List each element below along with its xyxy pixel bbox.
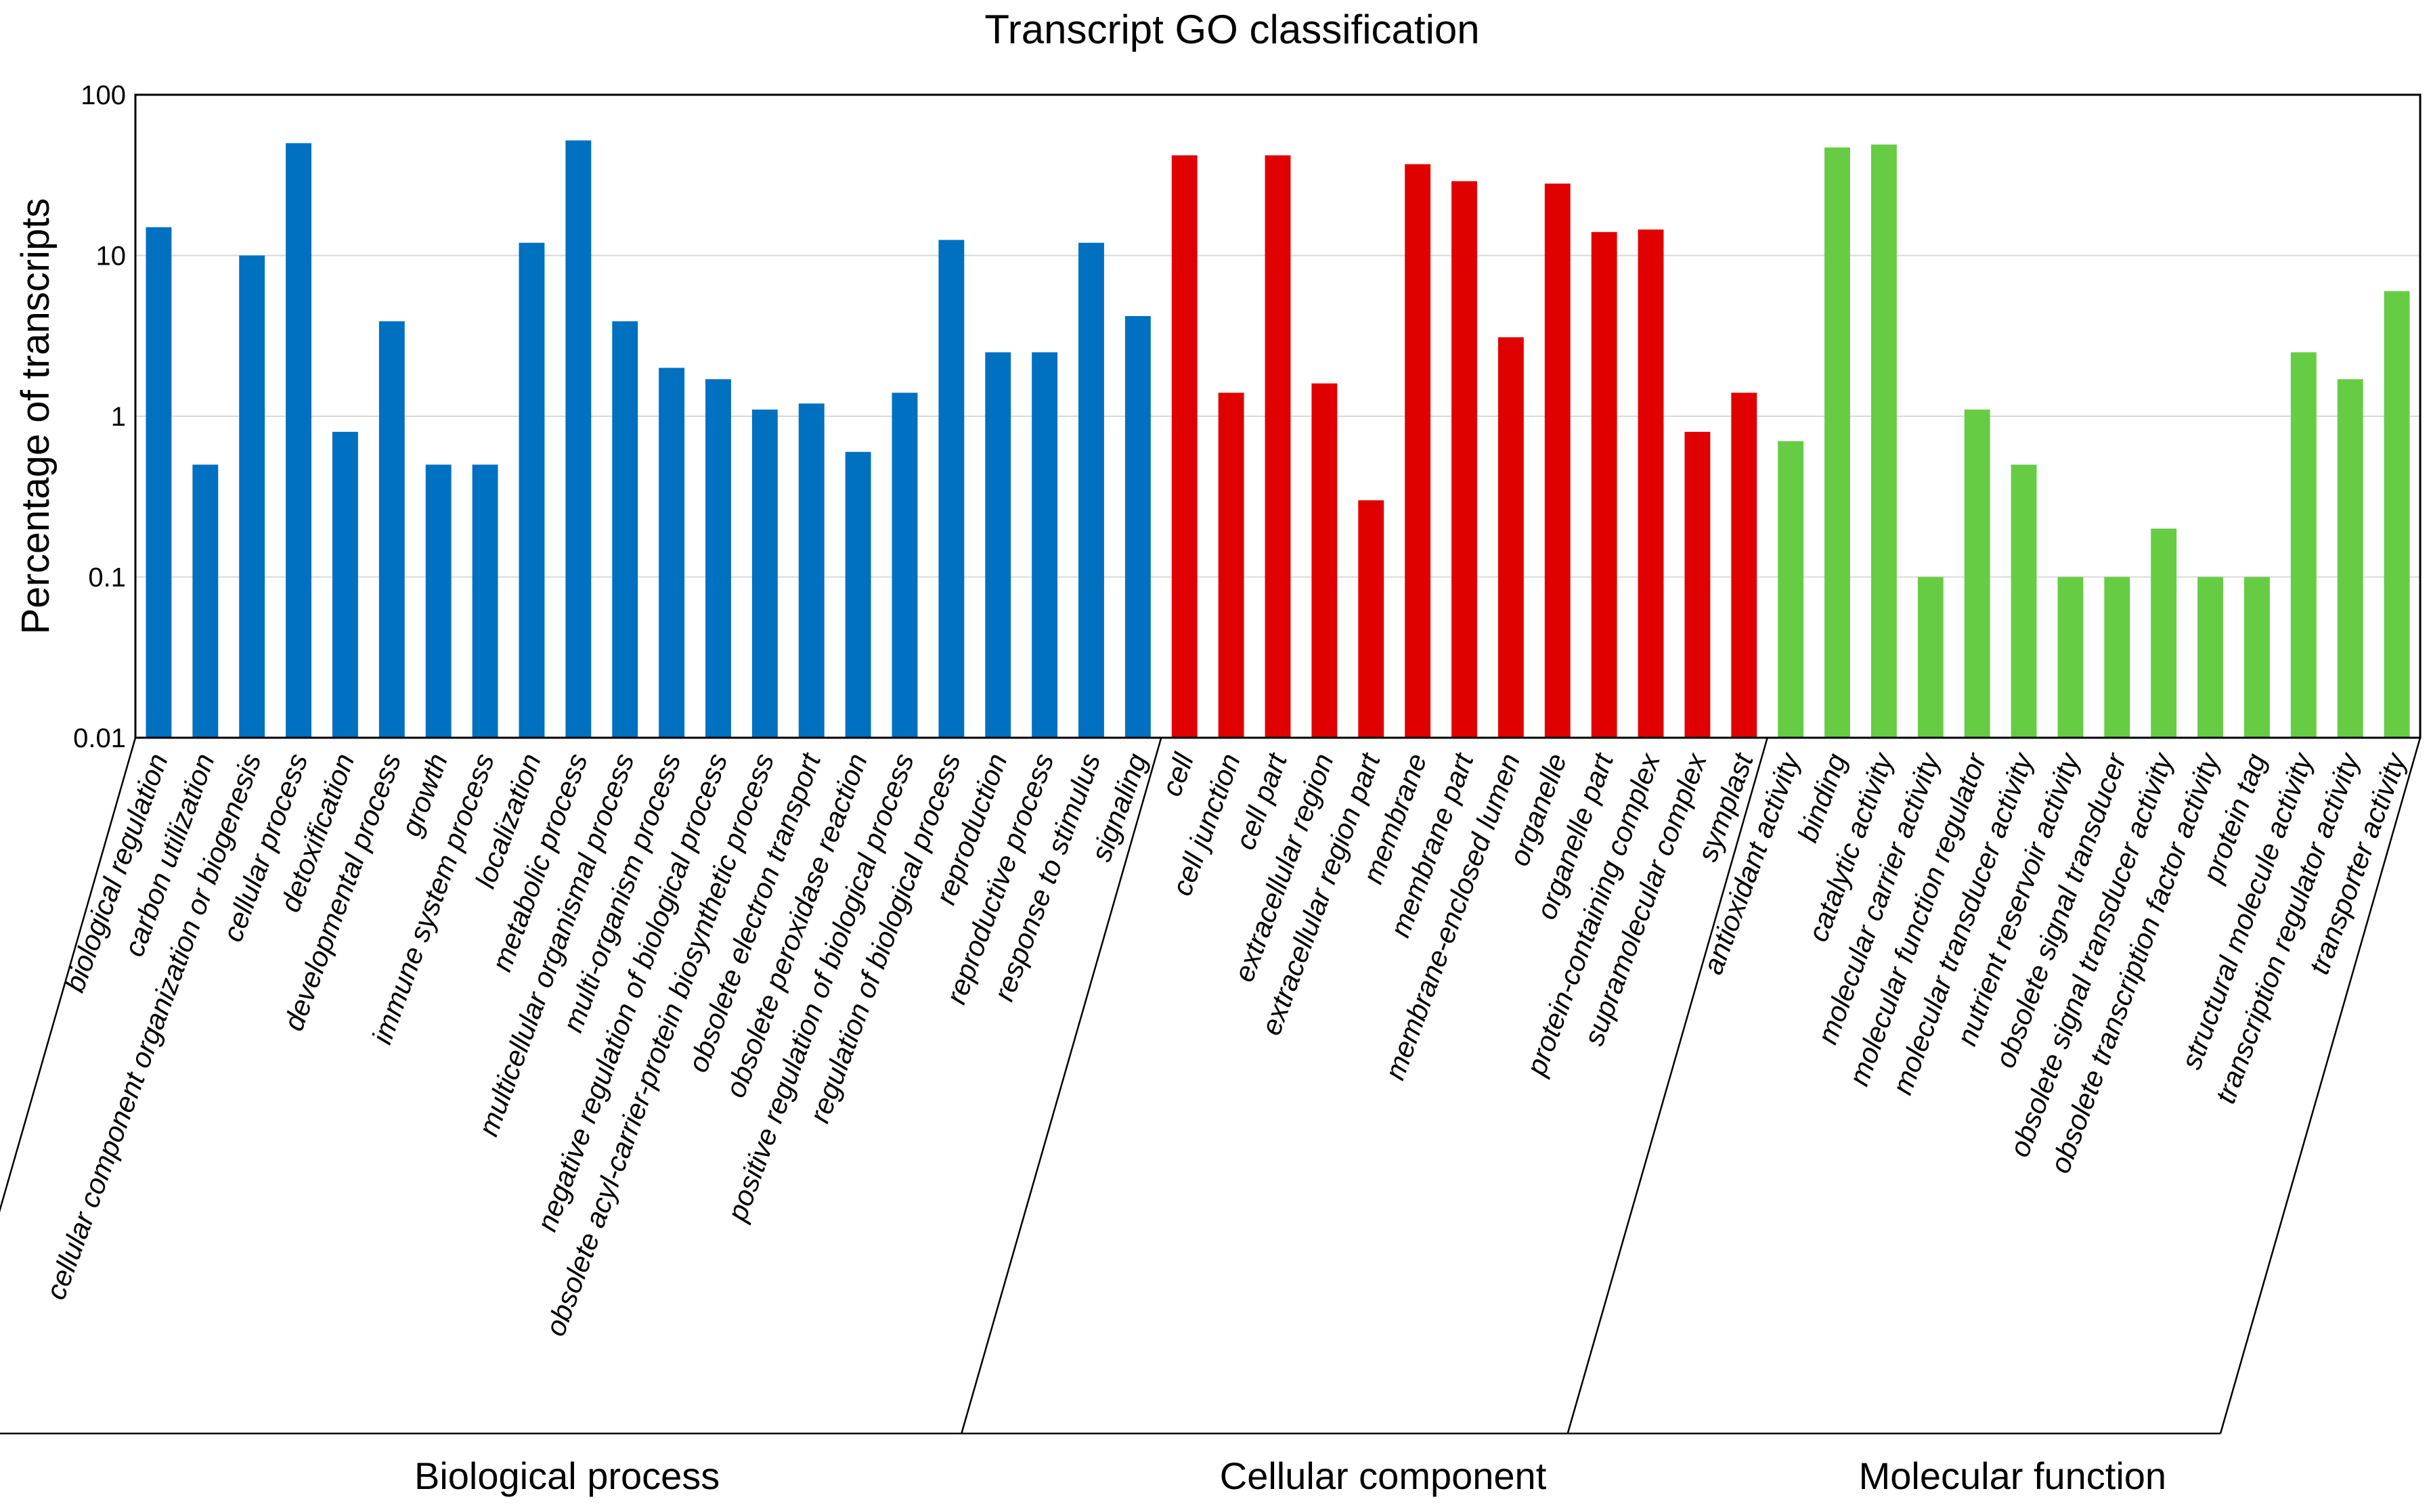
bar [705, 379, 731, 738]
group-separator [1567, 737, 1768, 1434]
group-label: Cellular component [1220, 1454, 1547, 1497]
plot-frame [134, 93, 2422, 739]
group-sections: Biological process Cellular component Mole… [0, 737, 2422, 1497]
bar [1870, 144, 1897, 738]
group-label: Molecular function [1859, 1454, 2166, 1497]
bar [938, 240, 965, 738]
bar [1638, 229, 1664, 738]
bars [146, 140, 2410, 738]
bar [1778, 441, 1804, 738]
bar [1451, 181, 1477, 738]
bar [239, 255, 265, 738]
bar [985, 352, 1011, 738]
group-separator [0, 737, 137, 1213]
bar [1497, 337, 1524, 738]
bar [332, 432, 358, 738]
bar [2151, 529, 2177, 738]
bar [1544, 183, 1571, 738]
bar [2104, 577, 2130, 738]
y-tick-label: 0.01 [73, 724, 126, 753]
bar [565, 140, 592, 738]
bar [192, 464, 219, 738]
bar [1032, 352, 1058, 738]
group-label: Biological process [414, 1454, 720, 1497]
bar [1078, 242, 1104, 738]
bar [1917, 577, 1944, 738]
bar [1405, 164, 1431, 738]
bar [2197, 577, 2223, 738]
group-separator [2219, 737, 2422, 1434]
bar [1358, 500, 1384, 738]
bar [1124, 315, 1151, 738]
bar [1311, 383, 1338, 738]
bar [845, 451, 871, 738]
bar [519, 242, 545, 738]
bar [1218, 393, 1244, 738]
bar [1171, 155, 1198, 738]
bar [751, 409, 778, 738]
bar [146, 227, 172, 738]
bar [659, 368, 685, 738]
bar [2243, 577, 2270, 738]
bar [1684, 432, 1711, 738]
y-axis-label: Percentage of transcripts [14, 198, 58, 635]
bar [472, 464, 498, 738]
bar [2011, 464, 2037, 738]
bar [892, 393, 918, 738]
bar [1964, 409, 1990, 738]
bar [2290, 352, 2317, 738]
bar [2337, 379, 2363, 738]
bar [1591, 231, 1617, 738]
y-tick-label: 10 [96, 242, 127, 271]
chart-title: Transcript GO classification [984, 7, 1479, 52]
bar [378, 321, 405, 738]
y-tick-label: 1 [111, 402, 126, 432]
bar [2057, 577, 2084, 738]
x-tick-label: cellular component organization or bioge… [39, 749, 267, 1304]
bar [1824, 147, 1850, 738]
group-separator [961, 737, 1162, 1434]
y-tick-label: 0.1 [88, 563, 126, 593]
bar [286, 143, 312, 738]
bar [1265, 155, 1291, 738]
bar [798, 403, 825, 738]
bar [612, 321, 638, 738]
bar [425, 464, 452, 738]
y-tick-label: 100 [81, 81, 126, 110]
bar [1731, 393, 1757, 738]
bar [2384, 291, 2410, 738]
x-tick-label: cell [1155, 748, 1200, 800]
y-ticks: 0.01 0.1 1 10 100 [73, 81, 126, 753]
